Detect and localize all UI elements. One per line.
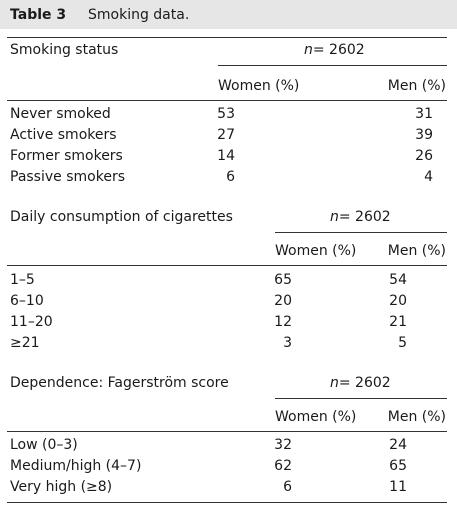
- men-value: 4: [424, 169, 433, 185]
- men-value: 21: [389, 314, 407, 330]
- men-value: 11: [389, 479, 407, 495]
- section-heading-daily-consumption: Daily consumption of cigarettes: [10, 209, 233, 225]
- row-label: Passive smokers: [10, 169, 125, 185]
- rule: [218, 65, 447, 66]
- row-label: Never smoked: [10, 106, 111, 122]
- men-value: 20: [389, 293, 407, 309]
- men-value: 65: [389, 458, 407, 474]
- rule: [7, 37, 447, 38]
- women-value: 27: [217, 127, 235, 143]
- n-label: n= 2602: [304, 42, 365, 58]
- row-label: Active smokers: [10, 127, 117, 143]
- n-label: n= 2602: [330, 209, 391, 225]
- rule: [7, 265, 447, 266]
- column-header-women: Women (%): [218, 78, 300, 94]
- men-value: 26: [415, 148, 433, 164]
- women-value: 12: [274, 314, 292, 330]
- column-header-men: Men (%): [387, 78, 446, 94]
- women-value: 53: [217, 106, 235, 122]
- section-heading-smoking-status: Smoking status: [10, 42, 119, 58]
- column-header-men: Men (%): [387, 243, 446, 259]
- row-label: 11–20: [10, 314, 53, 330]
- rule: [7, 100, 447, 101]
- men-value: 54: [389, 272, 407, 288]
- row-label: Very high (≥8): [10, 479, 113, 495]
- women-value: 32: [274, 437, 292, 453]
- men-value: 24: [389, 437, 407, 453]
- table-title-bar: Table 3 Smoking data.: [0, 0, 457, 29]
- men-value: 5: [398, 335, 407, 351]
- row-label: ≥21: [10, 335, 40, 351]
- women-value: 20: [274, 293, 292, 309]
- row-label: 1–5: [10, 272, 35, 288]
- section-heading-dependence: Dependence: Fagerström score: [10, 375, 229, 391]
- column-header-women: Women (%): [275, 409, 357, 425]
- rule: [275, 232, 447, 233]
- women-value: 6: [226, 169, 235, 185]
- column-header-men: Men (%): [387, 409, 446, 425]
- women-value: 62: [274, 458, 292, 474]
- women-value: 14: [217, 148, 235, 164]
- row-label: Former smokers: [10, 148, 123, 164]
- rule: [275, 398, 447, 399]
- n-label: n= 2602: [330, 375, 391, 391]
- row-label: Medium/high (4–7): [10, 458, 142, 474]
- women-value: 65: [274, 272, 292, 288]
- table-caption: Smoking data.: [88, 7, 190, 23]
- rule: [7, 431, 447, 432]
- men-value: 31: [415, 106, 433, 122]
- rule: [7, 502, 447, 503]
- row-label: Low (0–3): [10, 437, 78, 453]
- women-value: 6: [283, 479, 292, 495]
- women-value: 3: [283, 335, 292, 351]
- table-number: Table 3: [10, 7, 67, 23]
- men-value: 39: [415, 127, 433, 143]
- column-header-women: Women (%): [275, 243, 357, 259]
- row-label: 6–10: [10, 293, 44, 309]
